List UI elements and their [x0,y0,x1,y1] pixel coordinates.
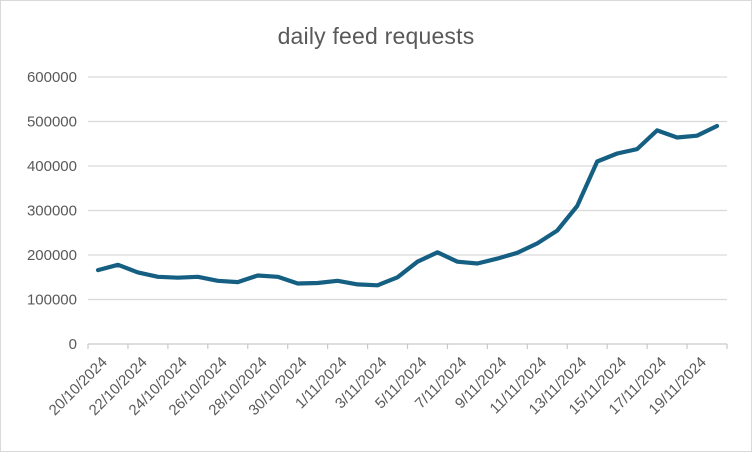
x-axis-labels: 20/10/202422/10/202424/10/202426/10/2024… [46,354,710,419]
y-tick-label: 500000 [27,114,77,131]
x-axis [87,343,728,349]
y-tick-label: 400000 [27,158,77,175]
y-tick-label: 100000 [27,292,77,309]
y-tick-label: 600000 [27,69,77,86]
y-tick-label: 200000 [27,247,77,264]
series-line [95,123,720,288]
y-tick-label: 300000 [27,203,77,220]
y-axis-labels: 0 100000 200000 300000 400000 500000 600000 [27,69,77,353]
gridlines [88,76,727,301]
y-tick-label: 0 [69,336,77,353]
chart-title: daily feed requests [277,23,475,49]
